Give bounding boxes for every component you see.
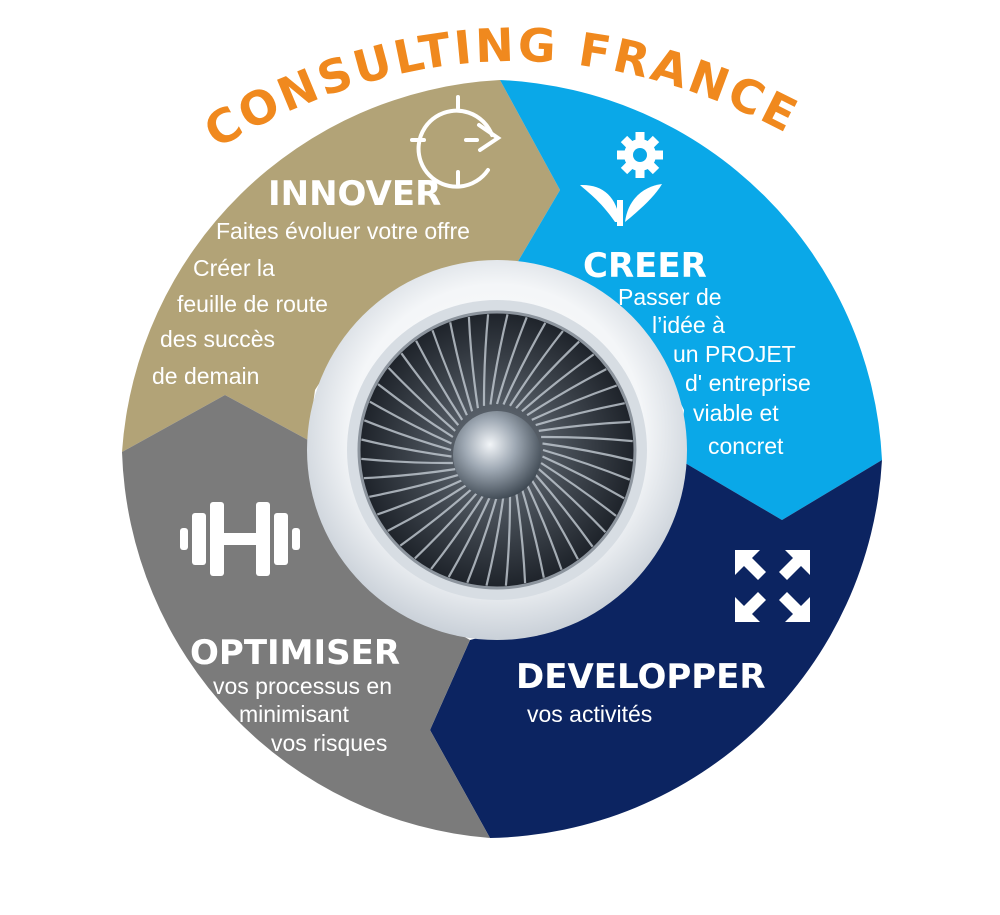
fan-blade: [489, 314, 509, 405]
fan-blade: [399, 487, 473, 547]
fan-blade: [495, 316, 528, 405]
fan-blade: [377, 383, 454, 438]
heading-optimiser: OPTIMISER: [190, 633, 400, 673]
innover-text-line: des succès: [160, 326, 275, 352]
fan-blade: [414, 491, 479, 560]
segment-innover: [122, 80, 560, 452]
optimiser-text-line: minimisant: [239, 701, 350, 727]
fan-blade: [482, 314, 490, 406]
creer-text-line: viable et: [693, 400, 779, 426]
fan-blade: [430, 493, 485, 570]
fan-blade: [387, 367, 456, 432]
fan-blade: [542, 442, 633, 462]
segment-developper: [430, 460, 882, 838]
fan-blade: [485, 495, 505, 586]
creer-text-line: l’idée à: [652, 312, 725, 338]
creer-text-line: d' entreprise: [685, 370, 811, 396]
fan-blade: [530, 479, 579, 560]
fan-blade: [415, 340, 464, 421]
innover-text-line: feuille de route: [177, 291, 328, 317]
fan-blade: [515, 340, 580, 409]
fan-blade: [369, 473, 459, 498]
fan-blade: [466, 495, 499, 584]
fan-blade: [521, 353, 595, 413]
creer-text-line: un PROJET: [673, 341, 796, 367]
fan-blade: [363, 419, 452, 452]
fan-blade: [400, 352, 460, 426]
jet-engine-icon: [307, 260, 687, 640]
fan-blade: [542, 448, 631, 481]
fan-blade: [447, 495, 492, 578]
fan-blade: [502, 322, 547, 405]
heading-innover: INNOVER: [268, 174, 441, 214]
fan-blade: [542, 455, 625, 500]
innover-text-line: Créer la: [193, 255, 275, 281]
creer-text-line: concret: [708, 433, 784, 459]
heading-creer: CREER: [583, 246, 707, 286]
fan-blade: [509, 330, 564, 407]
fan-blade: [540, 462, 617, 517]
fan-blade: [431, 329, 468, 416]
optimiser-text-line: vos processus en: [213, 673, 392, 699]
fan-blade: [541, 435, 633, 443]
fan-blade: [387, 483, 468, 532]
developper-text-line: vos activités: [527, 701, 652, 727]
target-cycle-icon: [410, 95, 502, 189]
fan-blade: [363, 468, 456, 480]
fan-blade: [534, 474, 594, 548]
dumbbell-icon: [180, 502, 300, 576]
fan-blade: [504, 494, 512, 586]
fan-blade: [535, 402, 625, 427]
expand-arrows-icon: [735, 550, 810, 622]
fan-blade: [526, 484, 563, 571]
fan-blade: [520, 488, 545, 578]
innover-text-line: de demain: [152, 363, 259, 389]
fan-blade: [515, 491, 527, 584]
plant-gear-icon: [580, 132, 663, 226]
fan-blade: [538, 468, 607, 533]
fan-blade: [369, 400, 452, 445]
creer-text-line: Passer de: [618, 284, 722, 310]
optimiser-text-line: vos risques: [271, 730, 387, 756]
fan-blade: [467, 316, 479, 409]
fan-blade: [531, 384, 618, 421]
fan-blade: [526, 368, 607, 417]
fan-blade: [361, 457, 453, 465]
fan-blade: [449, 322, 474, 412]
heading-developper: DEVELOPPER: [516, 657, 766, 697]
fan-blade: [538, 420, 631, 432]
fan-blade: [361, 438, 452, 458]
innover-text-line: Faites évoluer votre offre: [216, 218, 470, 244]
fan-blade: [376, 479, 463, 516]
